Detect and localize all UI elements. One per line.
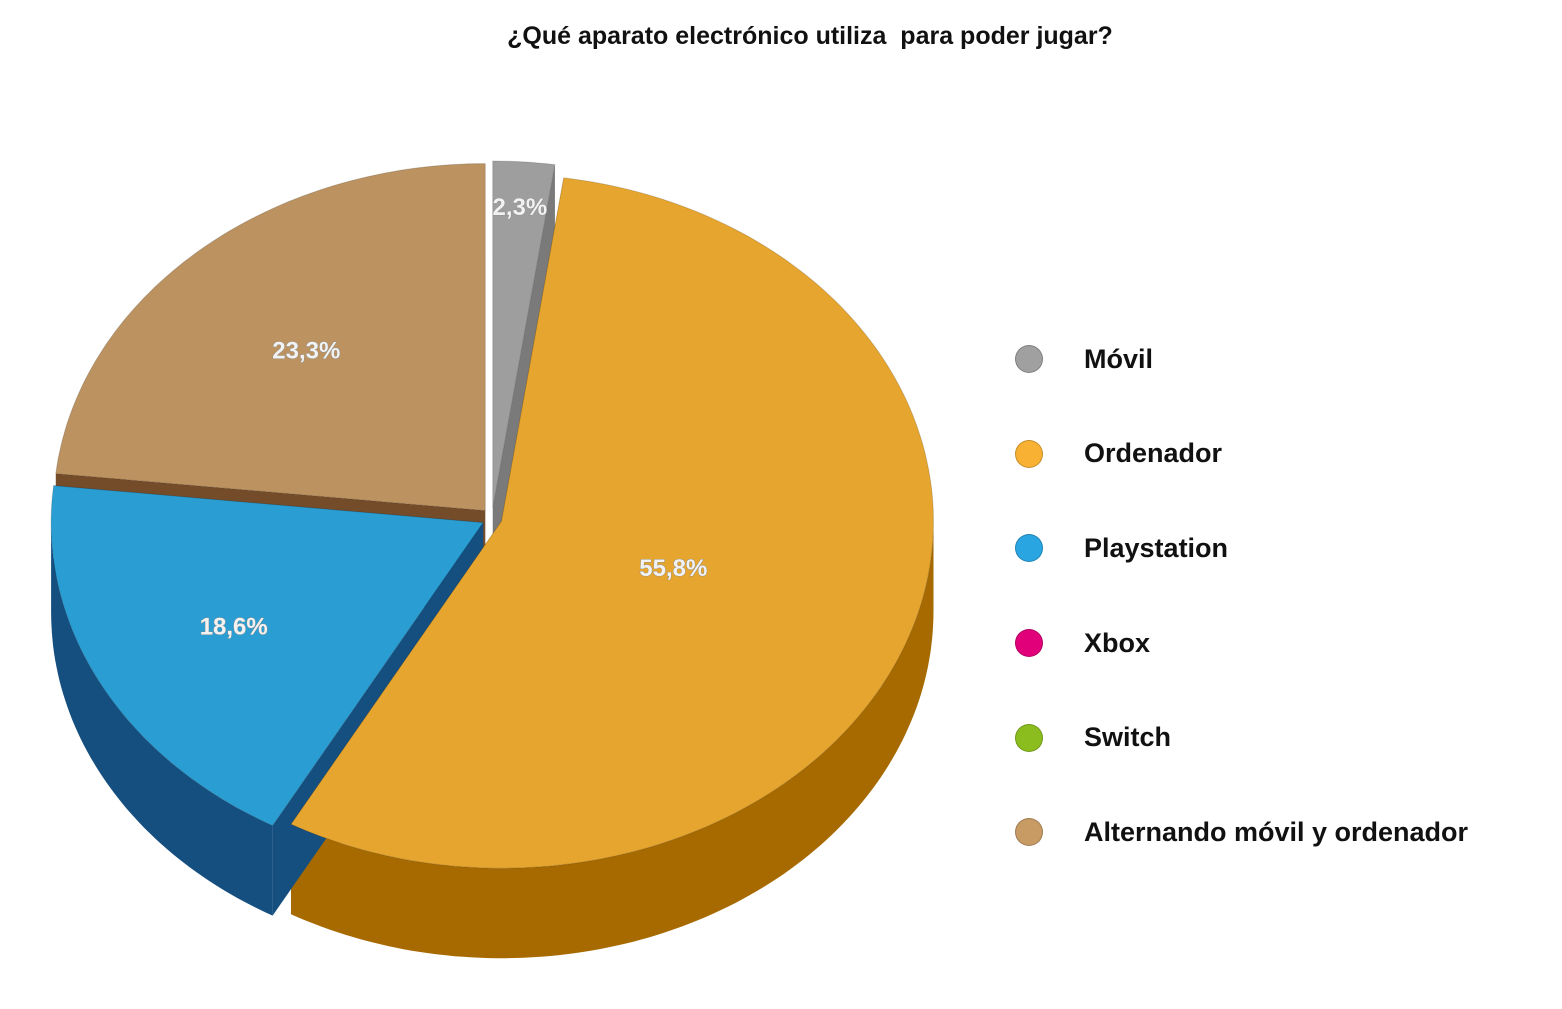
legend-marker-icon [1015, 345, 1043, 374]
legend-marker-icon [1015, 534, 1043, 563]
pie-chart: 2,3% 55,8% 18,6% 23,3% [50, 160, 935, 959]
slice-movil [492, 160, 556, 509]
slice-alternando [55, 163, 486, 512]
data-label-playstation: 18,6% [200, 613, 268, 640]
slice-ordenador [290, 177, 935, 869]
data-label-movil: 2,3% [493, 194, 548, 221]
legend: Móvil Ordenador Playstation Xbox Switch Alter… [1015, 312, 1468, 880]
legend-item: Xbox [1015, 596, 1468, 691]
legend-marker-icon [1015, 723, 1043, 752]
data-labels: 2,3% 55,8% 18,6% 23,3% [199, 194, 707, 641]
chart-title: ¿Qué aparato electrónico utiliza para po… [507, 22, 1113, 50]
slice-outer-wall-ordenador [291, 521, 934, 959]
slice-tops [50, 160, 935, 869]
data-label-ordenador: 55,8% [639, 555, 707, 582]
legend-label: Alternando móvil y ordenador [1084, 816, 1469, 847]
slice-playstation [50, 485, 485, 827]
legend-item: Ordenador [1015, 407, 1468, 502]
legend-item: Switch [1015, 690, 1468, 785]
slice-outer-wall-playstation [51, 522, 273, 916]
legend-marker-icon [1015, 439, 1043, 468]
data-label-alternando: 23,3% [272, 338, 340, 365]
legend-label: Xbox [1084, 627, 1151, 658]
legend-label: Móvil [1084, 343, 1154, 374]
legend-label: Playstation [1084, 532, 1229, 563]
legend-marker-icon [1015, 818, 1043, 847]
legend-item: Playstation [1015, 501, 1468, 596]
legend-label: Switch [1084, 722, 1172, 753]
legend-item: Móvil [1015, 312, 1468, 407]
legend-label: Ordenador [1084, 438, 1223, 469]
legend-item: Alternando móvil y ordenador [1015, 785, 1468, 880]
legend-marker-icon [1015, 629, 1043, 658]
